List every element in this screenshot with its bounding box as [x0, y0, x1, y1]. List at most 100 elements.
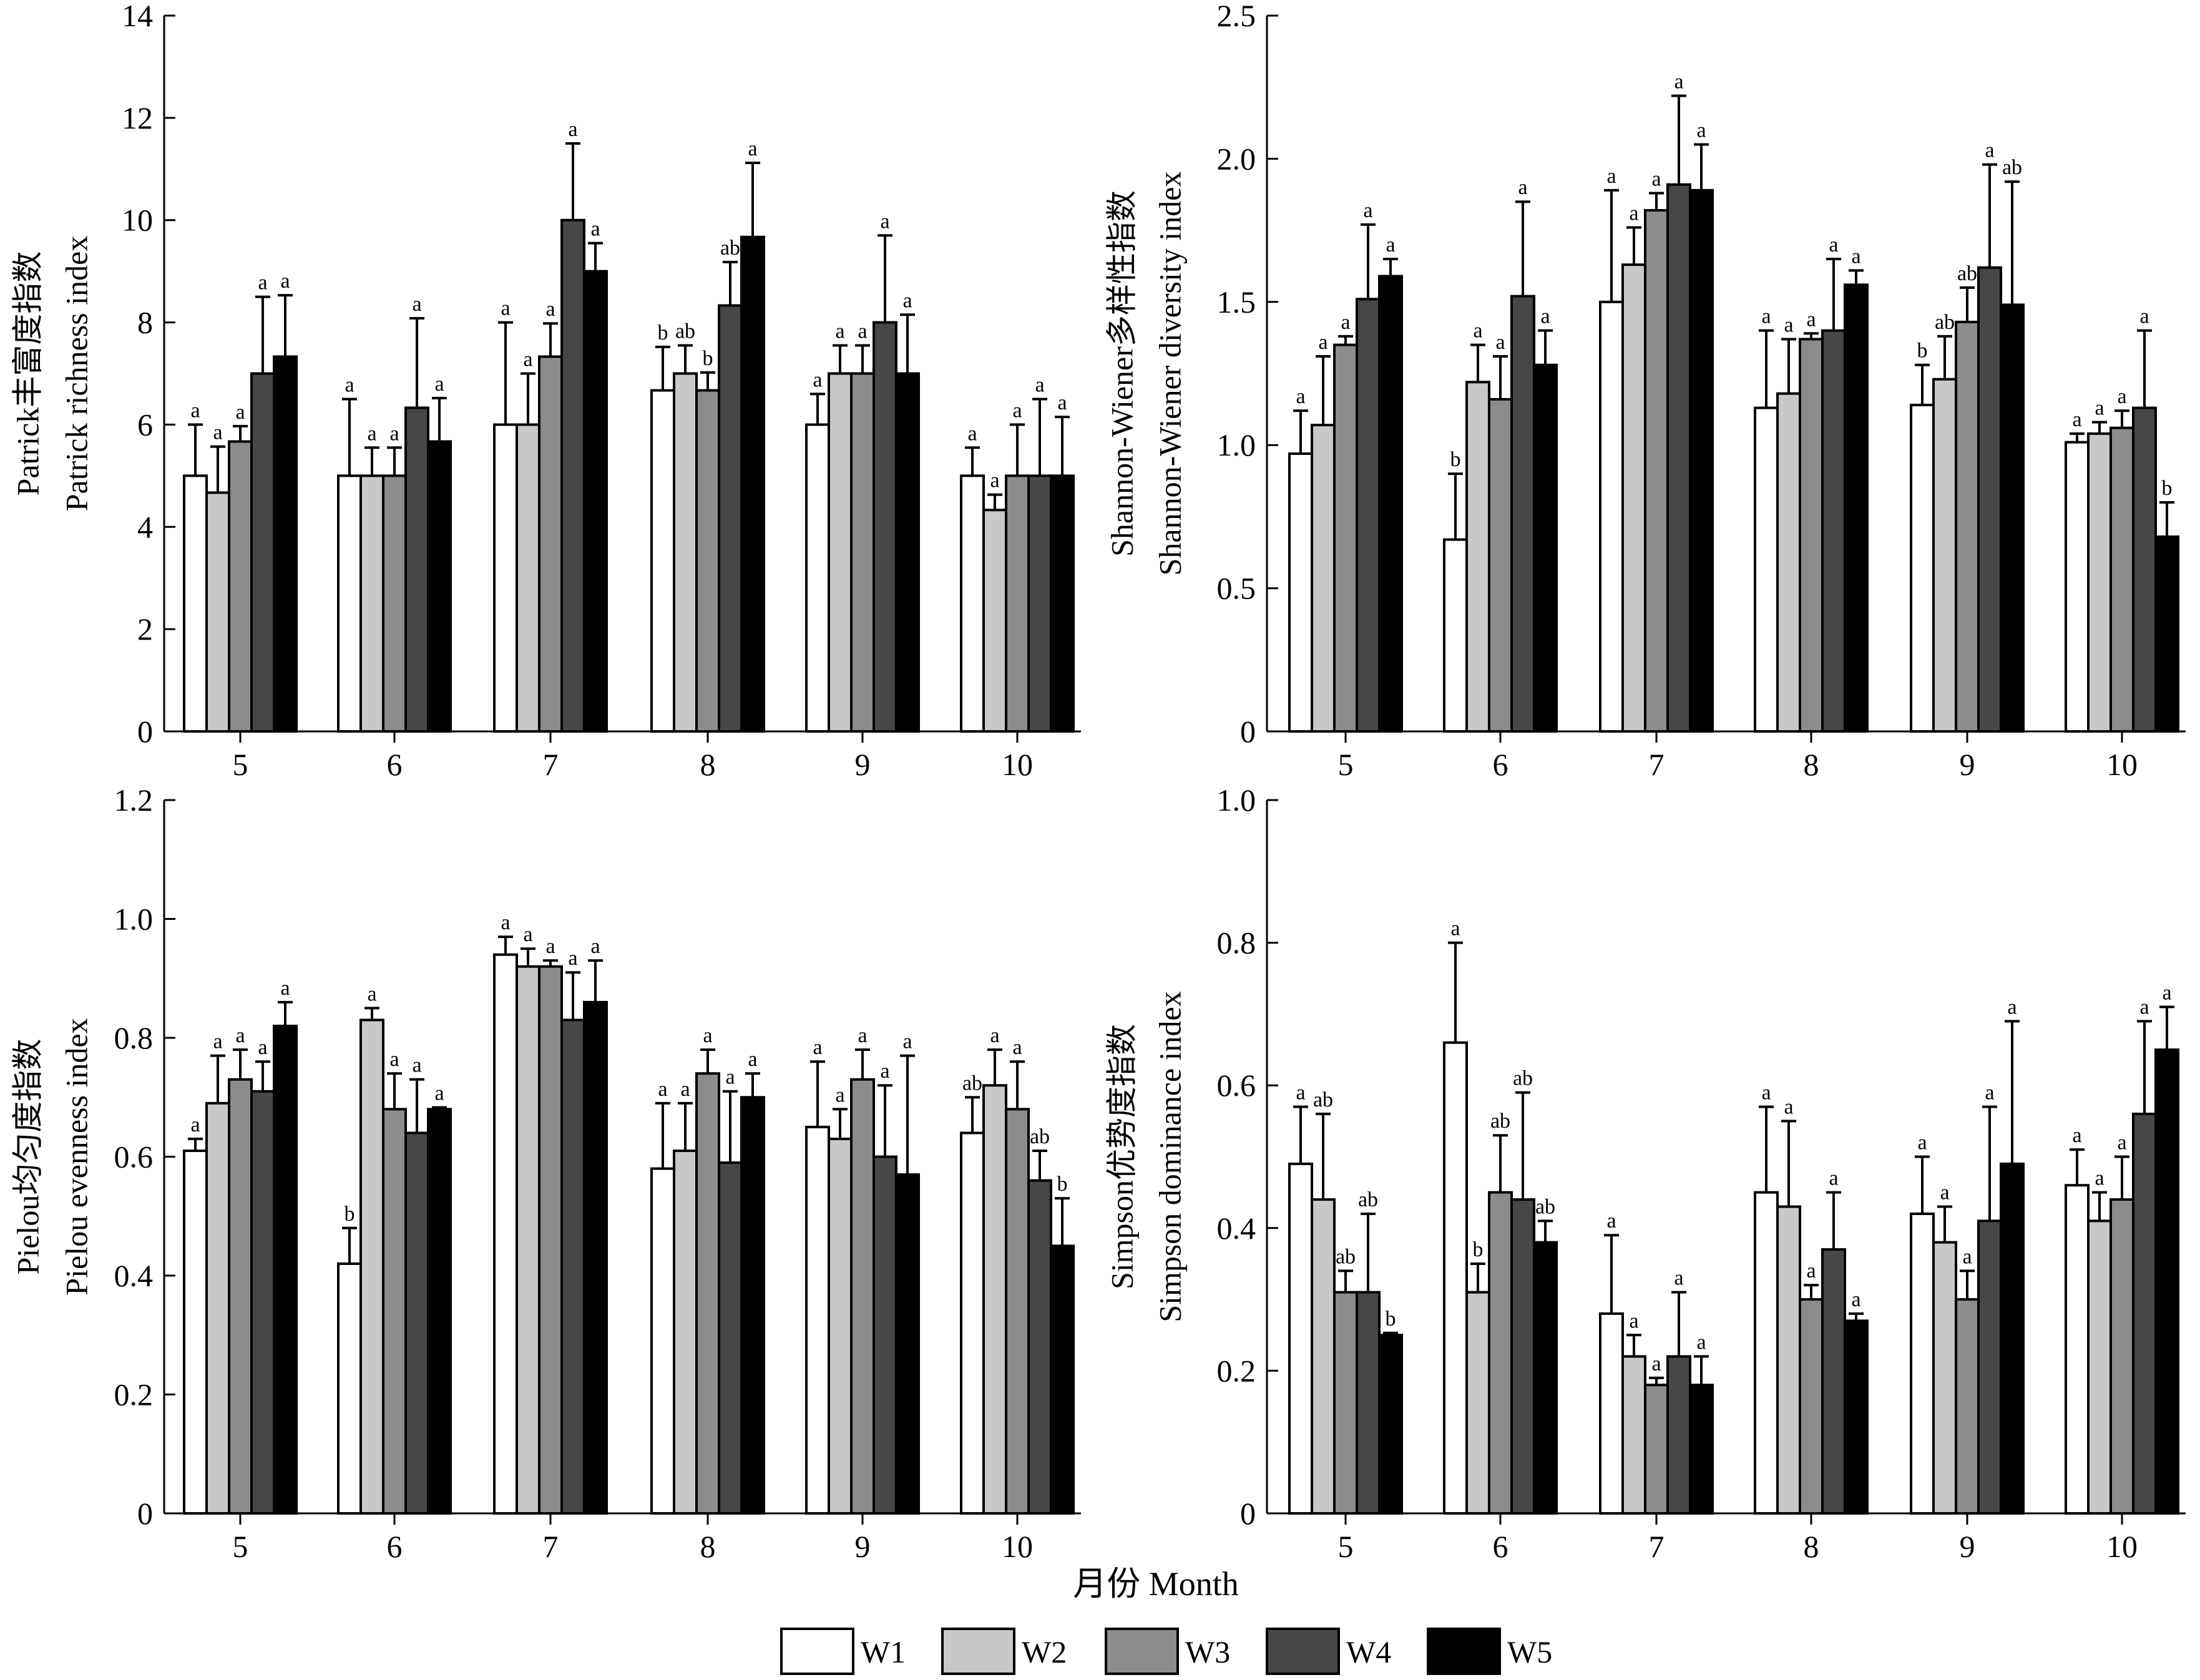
bar — [583, 1000, 608, 1515]
bar — [583, 270, 608, 733]
bar — [2000, 1162, 2025, 1515]
bar — [1799, 1298, 1824, 1515]
bar — [273, 1024, 298, 1515]
significance-label: b — [1473, 1238, 1484, 1261]
bar — [1378, 275, 1403, 733]
bar — [1776, 392, 1801, 733]
bar — [2154, 535, 2179, 733]
significance-label: ab — [1957, 262, 1977, 285]
significance-label: a — [213, 1030, 222, 1053]
y-tick-label: 4 — [137, 509, 153, 544]
significance-label: ab — [1490, 1110, 1510, 1133]
bar — [273, 355, 298, 733]
bar — [1910, 1212, 1935, 1515]
x-tick-label: 10 — [1002, 1529, 1033, 1564]
legend-swatch — [941, 1628, 1015, 1675]
significance-label: a — [1761, 1081, 1771, 1104]
chart-panel-3: 0 0.2 0.4 0.6 0.8 1.0 1.2 Pielou均匀度指数 Pielou eve… — [10, 783, 1081, 1564]
significance-label: a — [235, 401, 245, 424]
y-axis-title-en: Simpson dominance index — [1152, 991, 1187, 1322]
bar — [828, 372, 853, 733]
bar — [1510, 1198, 1535, 1515]
bar — [2065, 441, 2090, 733]
significance-label: a — [1674, 1267, 1683, 1290]
bar — [740, 235, 765, 733]
bar — [650, 1167, 675, 1515]
bar — [828, 1137, 853, 1515]
legend-label: W4 — [1346, 1634, 1391, 1669]
bar — [2154, 1048, 2179, 1515]
significance-label: ab — [1358, 1188, 1378, 1211]
significance-label: a — [858, 1024, 867, 1047]
significance-label: ab — [1535, 1195, 1555, 1218]
bar — [1378, 1334, 1403, 1515]
y-tick-label: 0 — [1240, 714, 1256, 749]
bar — [337, 474, 362, 733]
bar — [2132, 1112, 2157, 1515]
significance-label: a — [1985, 139, 1994, 162]
bar — [1666, 1355, 1691, 1515]
significance-label: a — [2162, 981, 2171, 1004]
bar — [673, 372, 698, 733]
y-axis-title-en: Patrick richness index — [59, 236, 94, 512]
bar — [1465, 381, 1490, 733]
bar — [1443, 1041, 1468, 1515]
bar — [1533, 1241, 1558, 1515]
chart-panel-1: 0 2 4 6 8 10 12 14 Patrick丰富度指数 Patrick richness … — [10, 0, 1081, 782]
bar — [1005, 1108, 1030, 1515]
significance-label: a — [858, 320, 867, 343]
x-tick-label: 5 — [233, 747, 248, 782]
y-tick-label: 1.0 — [1217, 427, 1256, 462]
bar — [382, 474, 407, 733]
bar — [2132, 406, 2157, 733]
bar — [1977, 266, 2002, 733]
bar — [1599, 300, 1624, 733]
bar — [805, 423, 830, 733]
significance-label: a — [1851, 245, 1860, 268]
y-axis-title-cn: Patrick丰富度指数 — [10, 252, 45, 496]
x-tick-label: 8 — [700, 747, 716, 782]
significance-label: a — [2117, 1131, 2126, 1155]
bar — [560, 218, 585, 733]
x-tick-label: 5 — [1338, 1529, 1354, 1564]
bar — [1005, 474, 1030, 733]
significance-label: a — [2117, 385, 2126, 408]
significance-label: a — [280, 977, 290, 1000]
bar — [673, 1149, 698, 1515]
bar — [2110, 426, 2134, 733]
significance-label: a — [1540, 305, 1550, 328]
significance-label: a — [1012, 1036, 1022, 1059]
bar — [850, 1078, 875, 1515]
y-tick-label: 0.6 — [114, 1140, 154, 1175]
significance-label: a — [1606, 1209, 1616, 1233]
significance-label: a — [902, 1030, 912, 1053]
x-tick-label: 9 — [1960, 1529, 1975, 1564]
significance-label: a — [434, 373, 444, 396]
significance-label: a — [1057, 391, 1067, 414]
x-tick-label: 5 — [1338, 747, 1354, 782]
y-tick-label: 1.5 — [1217, 285, 1256, 320]
x-tick-label: 8 — [1804, 1529, 1819, 1564]
significance-label: a — [367, 982, 376, 1005]
bar — [2087, 1219, 2112, 1515]
significance-label: a — [990, 1024, 999, 1047]
bar — [183, 474, 208, 733]
significance-label: a — [680, 1078, 690, 1101]
y-axis-title-en: Pielou evenness index — [59, 1018, 94, 1295]
bar — [1599, 1312, 1624, 1515]
y-tick-label: 2 — [137, 612, 153, 647]
bar — [2110, 1198, 2134, 1515]
bar — [1288, 1162, 1313, 1515]
significance-label: ab — [1030, 1125, 1050, 1148]
y-tick-label: 0.2 — [1217, 1353, 1256, 1388]
legend: W1 W2 W3 W4 W5 — [780, 1628, 1552, 1675]
bar — [1488, 1191, 1513, 1515]
bar — [250, 372, 275, 733]
significance-label: a — [1495, 331, 1505, 354]
bar — [493, 953, 518, 1515]
significance-label: b — [1450, 448, 1461, 471]
significance-label: a — [1806, 308, 1816, 331]
bar — [1443, 538, 1468, 733]
significance-label: a — [389, 422, 399, 445]
y-tick-label: 0.6 — [1217, 1068, 1256, 1103]
